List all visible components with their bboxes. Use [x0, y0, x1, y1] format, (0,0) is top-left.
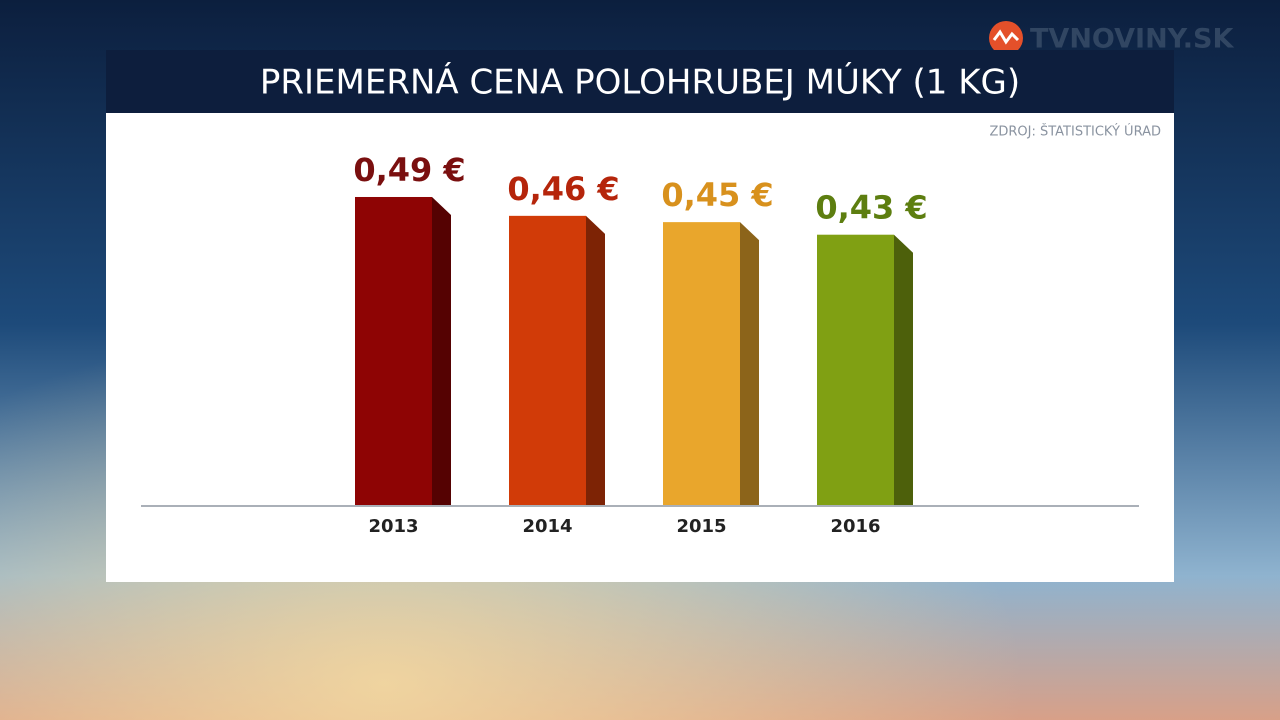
bar-front — [509, 215, 586, 505]
x-tick-label: 2014 — [522, 516, 572, 537]
logo-icon — [989, 21, 1023, 55]
source-note: ZDROJ: ŠTATISTICKÝ ÚRAD — [989, 124, 1161, 140]
x-tick-label: 2015 — [676, 516, 726, 537]
bar — [817, 234, 913, 505]
logo-text: TVNOVINY.SK — [1030, 24, 1234, 55]
bar-side — [586, 215, 605, 505]
bar — [355, 196, 451, 505]
x-tick-label: 2013 — [368, 516, 418, 537]
chart-title: PRIEMERNÁ CENA POLOHRUBEJ MÚKY (1 KG) — [260, 62, 1020, 103]
chart-panel — [106, 113, 1174, 582]
value-label: 0,43 € — [815, 189, 927, 227]
bar-front — [817, 234, 894, 505]
logo-wave — [992, 29, 1020, 45]
bar-side — [894, 234, 913, 505]
bar-side — [432, 196, 451, 505]
x-tick-label: 2016 — [830, 516, 880, 537]
value-label: 0,46 € — [507, 170, 619, 208]
bar-front — [663, 222, 740, 505]
bar-front — [355, 196, 432, 505]
bar — [509, 215, 605, 505]
value-label: 0,49 € — [353, 151, 465, 189]
logo: TVNOVINY.SK — [989, 21, 1234, 55]
value-label: 0,45 € — [661, 176, 773, 214]
bar-side — [740, 222, 759, 505]
title-bar — [106, 50, 1174, 113]
bar — [663, 222, 759, 505]
